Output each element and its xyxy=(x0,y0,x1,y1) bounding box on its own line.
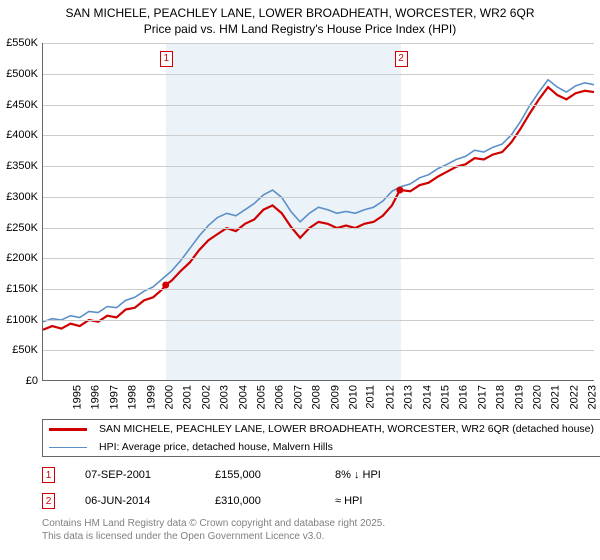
legend-label-price-paid: SAN MICHELE, PEACHLEY LANE, LOWER BROADH… xyxy=(93,420,600,439)
sale-price: £310,000 xyxy=(215,495,305,507)
x-axis-label: 2014 xyxy=(421,385,433,409)
x-axis-label: 2022 xyxy=(568,385,580,409)
legend: SAN MICHELE, PEACHLEY LANE, LOWER BROADH… xyxy=(42,419,600,457)
legend-row-price-paid: SAN MICHELE, PEACHLEY LANE, LOWER BROADH… xyxy=(43,420,600,439)
x-axis-label: 1997 xyxy=(108,385,120,409)
sale-price: £155,000 xyxy=(215,469,305,481)
x-axis-label: 2001 xyxy=(182,385,194,409)
attribution: Contains HM Land Registry data © Crown c… xyxy=(42,517,600,543)
sale-delta: ≈ HPI xyxy=(335,495,362,507)
gridline-h xyxy=(43,289,594,290)
x-axis-label: 2005 xyxy=(255,385,267,409)
x-axis-label: 1999 xyxy=(145,385,157,409)
x-axis-label: 2010 xyxy=(347,385,359,409)
gridline-h xyxy=(43,43,594,44)
y-axis-label: £350K xyxy=(6,160,38,172)
x-axis-label: 2011 xyxy=(365,385,377,409)
y-axis-label: £0 xyxy=(26,375,38,387)
gridline-h xyxy=(43,74,594,75)
plot-area: 1 2 £0£50K£100K£150K£200K£250K£300K£350K… xyxy=(42,43,594,381)
y-axis-label: £500K xyxy=(6,68,38,80)
sale-row-marker: 1 xyxy=(42,467,55,483)
x-axis-label: 1995 xyxy=(71,385,83,409)
legend-row-hpi: HPI: Average price, detached house, Malv… xyxy=(43,438,600,457)
gridline-h xyxy=(43,105,594,106)
x-axis-label: 2016 xyxy=(458,385,470,409)
sale-dot xyxy=(162,282,169,289)
swatch-hpi xyxy=(49,447,87,449)
x-axis-label: 2009 xyxy=(329,385,341,409)
sale-delta: 8% ↓ HPI xyxy=(335,469,381,481)
x-axis-label: 2000 xyxy=(163,385,175,409)
sales-list: 1 07-SEP-2001 £155,000 8% ↓ HPI 2 06-JUN-2014… xyxy=(0,467,600,509)
gridline-h xyxy=(43,197,594,198)
gridline-h xyxy=(43,135,594,136)
x-axis-label: 2018 xyxy=(495,385,507,409)
attribution-line-1: Contains HM Land Registry data © Crown c… xyxy=(42,517,600,530)
sale-row: 1 07-SEP-2001 £155,000 8% ↓ HPI xyxy=(42,467,600,483)
x-axis-label: 1998 xyxy=(127,385,139,409)
x-axis-label: 2012 xyxy=(384,385,396,409)
chart-title: SAN MICHELE, PEACHLEY LANE, LOWER BROADH… xyxy=(0,0,600,37)
attribution-line-2: This data is licensed under the Open Gov… xyxy=(42,530,600,543)
sale-dot xyxy=(396,187,403,194)
y-axis-label: £150K xyxy=(6,283,38,295)
swatch-price-paid xyxy=(49,428,87,430)
y-axis-label: £400K xyxy=(6,129,38,141)
gridline-h xyxy=(43,320,594,321)
x-axis-label: 2002 xyxy=(200,385,212,409)
y-axis-label: £100K xyxy=(6,314,38,326)
x-axis-label: 2013 xyxy=(403,385,415,409)
gridline-h xyxy=(43,228,594,229)
x-axis-label: 2017 xyxy=(476,385,488,409)
marker-2-box: 2 xyxy=(395,51,408,67)
y-axis-label: £450K xyxy=(6,99,38,111)
gridline-h xyxy=(43,258,594,259)
gridline-h xyxy=(43,350,594,351)
x-axis-label: 2019 xyxy=(513,385,525,409)
y-axis-label: £300K xyxy=(6,191,38,203)
x-axis-label: 2003 xyxy=(219,385,231,409)
x-axis-label: 2023 xyxy=(587,385,599,409)
sale-date: 07-SEP-2001 xyxy=(85,469,185,481)
price-paid-line xyxy=(43,87,594,330)
x-axis-label: 2015 xyxy=(439,385,451,409)
legend-label-hpi: HPI: Average price, detached house, Malv… xyxy=(93,438,600,457)
sale-row-marker: 2 xyxy=(42,493,55,509)
title-line-2: Price paid vs. HM Land Registry's House … xyxy=(0,22,600,38)
title-line-1: SAN MICHELE, PEACHLEY LANE, LOWER BROADH… xyxy=(0,6,600,22)
marker-1-box: 1 xyxy=(160,51,173,67)
sale-row: 2 06-JUN-2014 £310,000 ≈ HPI xyxy=(42,493,600,509)
x-axis-label: 2004 xyxy=(237,385,249,409)
gridline-h xyxy=(43,166,594,167)
chart-svg xyxy=(43,43,594,380)
x-axis-label: 2007 xyxy=(292,385,304,409)
y-axis-label: £200K xyxy=(6,252,38,264)
y-axis-label: £550K xyxy=(6,37,38,49)
y-axis-label: £50K xyxy=(12,344,38,356)
y-axis-label: £250K xyxy=(6,222,38,234)
x-axis-label: 1996 xyxy=(90,385,102,409)
x-axis-label: 2020 xyxy=(531,385,543,409)
x-axis-label: 2008 xyxy=(311,385,323,409)
x-axis-label: 2021 xyxy=(550,385,562,409)
x-axis-label: 2006 xyxy=(274,385,286,409)
hpi-line xyxy=(43,80,594,322)
sale-date: 06-JUN-2014 xyxy=(85,495,185,507)
